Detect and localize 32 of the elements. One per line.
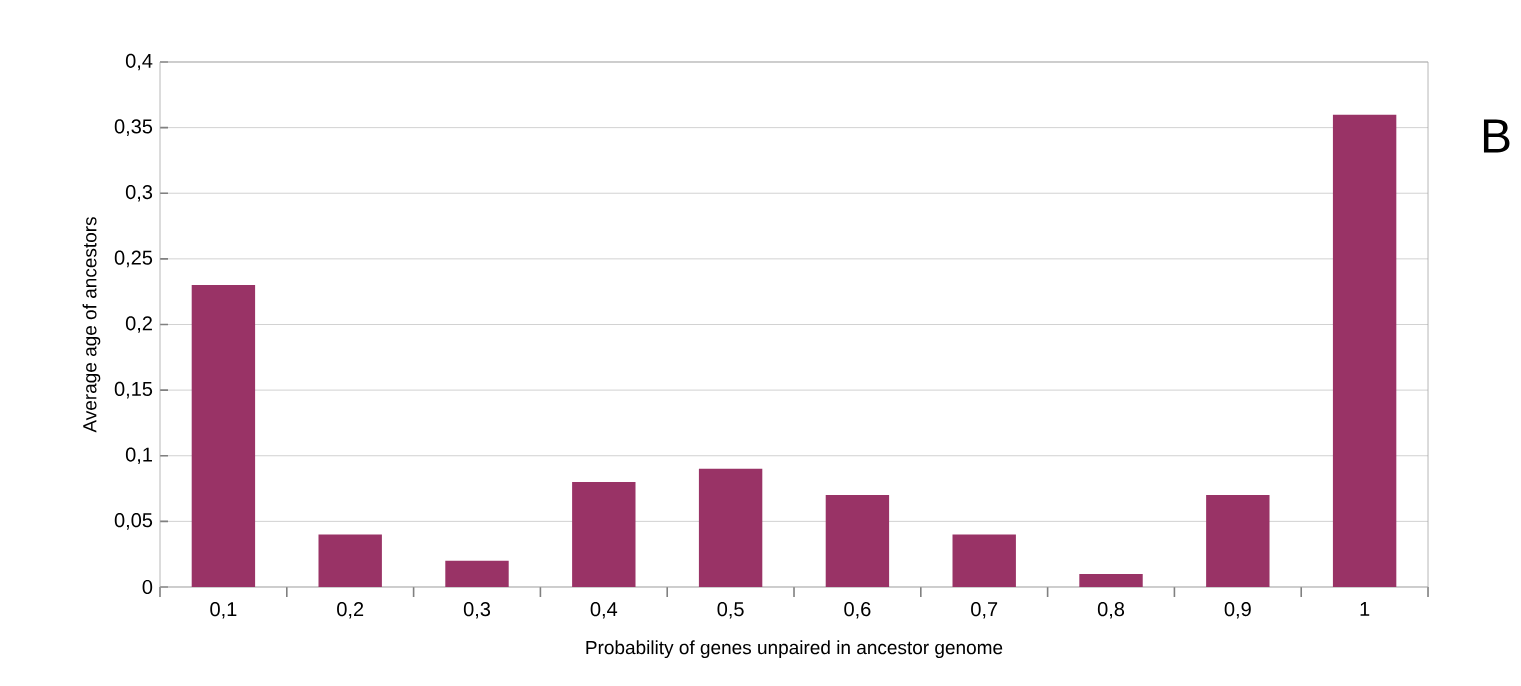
y-tick-label: 0	[142, 579, 153, 595]
x-tick-label: 1	[1360, 602, 1370, 616]
bar	[1332, 114, 1397, 587]
x-tick-label: 0,5	[717, 602, 744, 619]
bar	[1206, 495, 1270, 587]
y-tick-label: 0,1	[125, 447, 152, 465]
bar	[825, 495, 890, 587]
bar	[445, 560, 509, 587]
y-axis-title: Average age of ancestors	[82, 217, 101, 433]
bar	[1079, 573, 1143, 587]
x-axis-title: Probability of genes unpaired in ancestor genome	[586, 640, 1003, 659]
x-tick-label: 0,3	[463, 602, 491, 619]
y-tick-label: 0,15	[114, 381, 153, 399]
bar	[572, 481, 636, 587]
bar	[698, 468, 763, 587]
y-tick-label: 0,05	[114, 513, 153, 530]
bar	[191, 285, 256, 587]
y-tick-label: 0,25	[114, 250, 153, 268]
x-tick-label: 0,7	[971, 602, 998, 619]
x-tick-label: 0,4	[590, 602, 618, 619]
bar	[318, 534, 382, 587]
text: B	[1483, 119, 1510, 153]
y-tick-label: 0,35	[114, 119, 153, 136]
x-tick-label: 0,1	[210, 602, 237, 619]
x-tick-label: 0,8	[1097, 602, 1125, 619]
y-tick-label: 0,3	[125, 184, 153, 202]
x-tick-label: 0,2	[337, 602, 364, 619]
x-tick-label: 0,6	[844, 602, 871, 619]
y-tick-label: 0,4	[125, 53, 153, 71]
bar	[952, 534, 1016, 587]
x-tick-label: 0,9	[1224, 602, 1251, 619]
y-tick-label: 0,2	[125, 316, 152, 333]
